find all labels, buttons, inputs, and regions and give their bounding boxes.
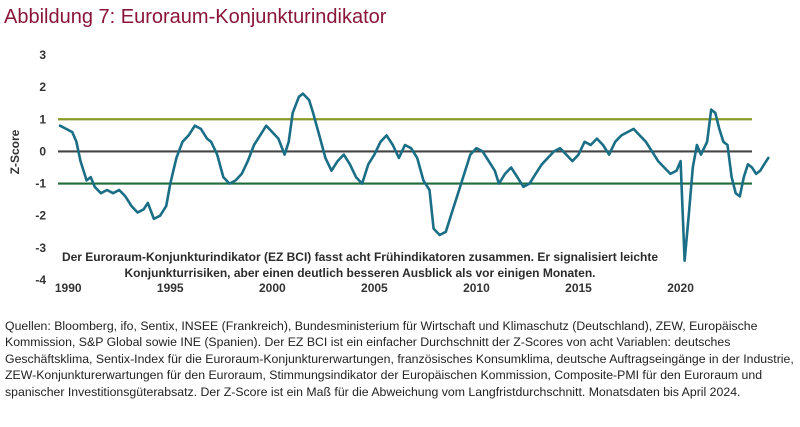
source-note: Quellen: Bloomberg, ifo, Sentix, INSEE (…	[5, 319, 794, 399]
y-axis-label: Z-Score	[8, 129, 22, 174]
reference-lines	[58, 118, 752, 185]
chart-title: Abbildung 7: Euroraum-Konjunkturindikato…	[4, 6, 387, 28]
y-tick-label: 3	[39, 48, 46, 62]
x-tick-label: 2015	[565, 281, 592, 295]
y-tick-label: -4	[35, 273, 46, 287]
y-tick-label: 0	[39, 144, 46, 158]
y-tick-label: -2	[35, 209, 46, 223]
y-tick-label: -3	[35, 241, 46, 255]
y-tick-label: 2	[39, 80, 46, 94]
x-tick-label: 2005	[361, 281, 388, 295]
x-tick-label: 1995	[157, 281, 184, 295]
series-line-ez-bci	[58, 92, 770, 262]
y-axis-ticks: 3 2 1 0 -1 -2 -3 -4	[35, 48, 46, 287]
line-chart: 3 2 1 0 -1 -2 -3 -4 Z-Score 1990 1995 2000 2005 201…	[8, 48, 770, 295]
x-tick-label: 2010	[463, 281, 490, 295]
x-tick-label: 2000	[259, 281, 286, 295]
y-tick-label: -1	[35, 177, 46, 191]
y-tick-label: 1	[39, 112, 46, 126]
x-tick-label: 2020	[667, 281, 694, 295]
x-tick-label: 1990	[55, 281, 82, 295]
x-axis-ticks: 1990 1995 2000 2005 2010 2015 2020	[55, 281, 694, 295]
chart-annotation: Der Euroraum-Konjunkturindikator (EZ BCI…	[61, 250, 659, 280]
